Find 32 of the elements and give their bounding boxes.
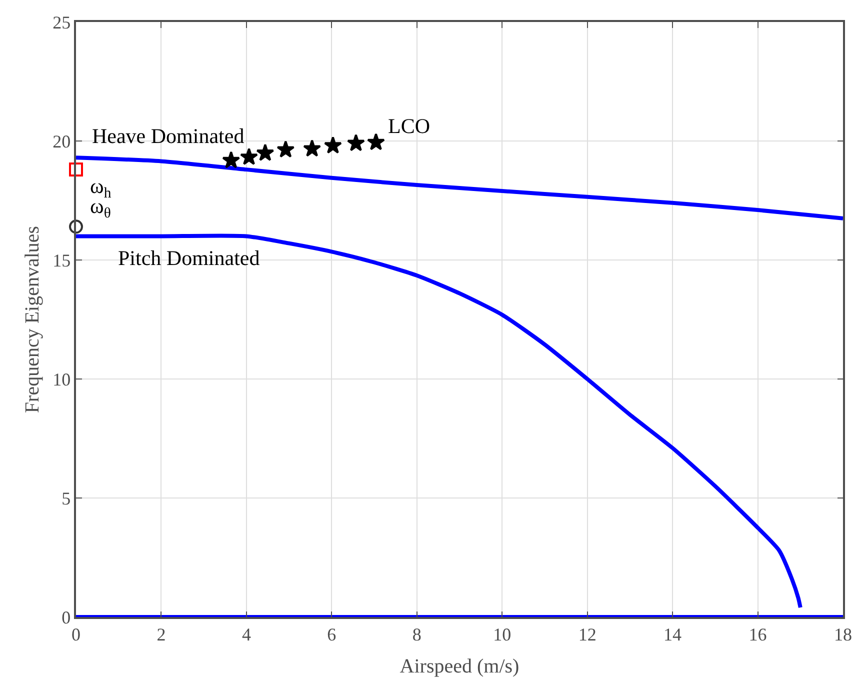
point [222,151,240,168]
x-axis-title: Airspeed (m/s) [400,655,520,678]
y-tick-label: 25 [52,12,71,32]
y-tick-label: 0 [62,607,71,628]
point [256,144,274,161]
x-tick-label: 6 [327,624,336,644]
line-series [76,234,802,610]
y-tick-label: 10 [52,369,71,390]
x-tick-label: 16 [748,624,767,644]
point [276,140,295,158]
line-series [76,156,843,220]
x-tick-label: 14 [664,624,682,644]
series-label: Pitch Dominated [118,246,260,270]
point [303,139,322,157]
x-tick-label: 2 [156,624,166,644]
x-tick-label: 10 [493,624,512,644]
point [240,148,258,165]
x-tick-label: 18 [834,624,852,644]
point [69,220,83,234]
y-tick-label: 15 [52,250,71,270]
x-tick-label: 12 [578,624,596,644]
point [346,134,365,152]
series-label: Heave Dominated [92,124,245,148]
point [69,162,83,177]
x-tick-label: 8 [412,624,422,644]
point [324,136,342,154]
point [366,133,385,150]
y-axis-title: Frequency Eigenvalues [22,226,44,414]
x-tick-label: 4 [242,624,251,644]
y-tick-label: 20 [52,131,71,152]
series-label: LCO [388,114,430,138]
y-tick-label: 5 [62,488,71,508]
